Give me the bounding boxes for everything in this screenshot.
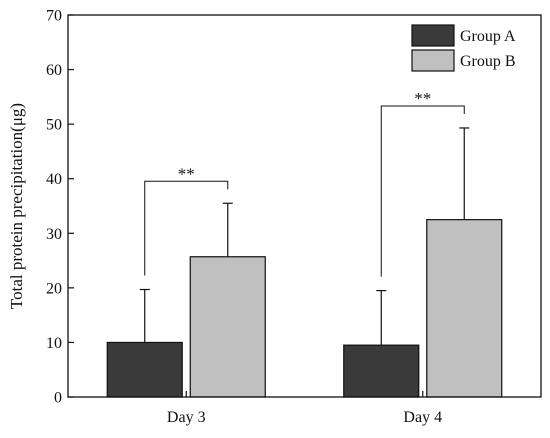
bar-group-a [106, 341, 183, 398]
legend-label: Group A [460, 28, 516, 45]
bar-group-b [189, 256, 266, 398]
bar-group-a [343, 344, 420, 398]
y-tick-label: 30 [46, 226, 62, 243]
error-bars-layer [139, 127, 470, 346]
y-tick-label: 70 [46, 8, 62, 25]
plot-frame [67, 14, 542, 398]
legend-label: Group B [460, 53, 516, 70]
significance-layer: ** ** [144, 89, 465, 277]
y-tick-label: 20 [46, 280, 62, 297]
y-tick-label: 40 [46, 171, 62, 188]
y-tick-label: 0 [54, 390, 62, 407]
legend-swatch [411, 49, 455, 72]
significance-marker: ** [178, 164, 195, 183]
y-axis-label: Total protein precipitation(μg) [7, 103, 26, 309]
legend: Group A Group B [411, 24, 516, 72]
significance-bracket [144, 180, 229, 276]
significance-bracket [380, 105, 465, 277]
x-tick-label: Day 4 [403, 409, 442, 426]
y-tick-label: 10 [46, 335, 62, 352]
y-tick-label: 60 [46, 62, 62, 79]
y-tick-label: 50 [46, 117, 62, 134]
x-axis: Day 3 Day 4 [167, 391, 442, 426]
legend-swatch [411, 24, 455, 47]
bars-layer [106, 219, 503, 398]
x-tick-label: Day 3 [167, 409, 206, 426]
y-axis: 0 10 20 30 40 50 60 70 [46, 8, 74, 407]
bar-group-b [426, 219, 503, 398]
significance-marker: ** [414, 89, 431, 108]
